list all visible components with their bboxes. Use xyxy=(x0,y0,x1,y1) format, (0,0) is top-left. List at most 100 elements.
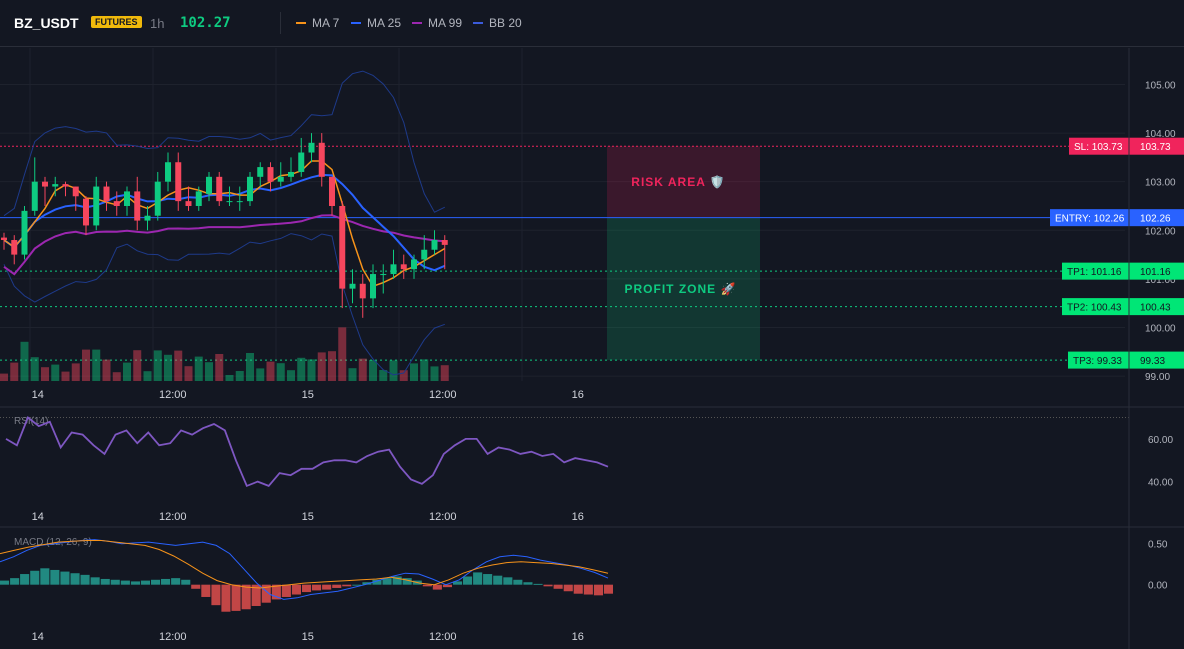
volume-bar xyxy=(328,351,336,381)
legend-ma99[interactable]: MA 99 xyxy=(412,16,462,30)
macd-hist-bar xyxy=(322,584,332,590)
macd-hist-bar xyxy=(553,584,563,589)
macd-hist-bar xyxy=(573,584,583,594)
time-tick: 15 xyxy=(302,631,314,643)
macd-hist-bar xyxy=(181,579,191,585)
time-tick: 15 xyxy=(302,511,314,523)
candle-body xyxy=(31,181,38,211)
candle-body xyxy=(370,274,376,299)
legend-bb20[interactable]: BB 20 xyxy=(473,16,522,30)
volume-bar xyxy=(256,368,265,381)
macd-hist-bar xyxy=(523,582,533,585)
candle-body xyxy=(93,186,100,226)
time-tick: 12:00 xyxy=(159,389,187,401)
candle-body xyxy=(113,201,120,206)
time-axis-macd: 14 12:00 15 12:00 16 xyxy=(32,631,584,643)
tp1-price-tag[interactable]: TP1: 101.16 101.16 xyxy=(1062,262,1184,280)
volume-bar xyxy=(30,357,39,381)
ma25-line xyxy=(3,173,446,272)
tp2-price-tag[interactable]: TP2: 100.43 100.43 xyxy=(1062,298,1184,316)
candle-body xyxy=(52,184,59,187)
candle-body xyxy=(288,171,294,177)
candle-body xyxy=(390,264,397,275)
tp3-price-tag[interactable]: TP3: 99.33 99.33 xyxy=(1068,351,1184,369)
macd-pane[interactable]: MACD (12, 26, 9) 0.50 0.00 xyxy=(0,526,1184,612)
volume-bar xyxy=(338,327,347,381)
time-tick: 14 xyxy=(32,389,44,401)
macd-hist-bar xyxy=(291,584,301,595)
volume-bar xyxy=(440,365,449,381)
symbol-name[interactable]: BZ_USDT xyxy=(14,15,79,31)
volume-bar xyxy=(174,350,183,381)
macd-hist-bar xyxy=(80,574,90,585)
candle-body xyxy=(359,283,366,299)
candle-body xyxy=(400,264,407,270)
profit-zone xyxy=(607,217,760,361)
volume-bar xyxy=(153,350,162,381)
candle-body xyxy=(165,162,171,182)
macd-hist-bar xyxy=(30,570,40,585)
macd-hist-bar xyxy=(120,580,130,585)
tp2-tag-price: 100.43 xyxy=(1140,303,1171,314)
macd-hist-bar xyxy=(90,577,100,585)
candle-body xyxy=(175,162,182,202)
candle-body xyxy=(318,142,325,177)
price-tick: 100.00 xyxy=(1145,324,1176,335)
macd-histogram xyxy=(0,568,613,612)
volume-bar xyxy=(348,368,357,381)
candle-body xyxy=(441,240,448,245)
volume-bar xyxy=(112,372,121,381)
macd-hist-bar xyxy=(442,584,452,588)
volume-bar xyxy=(0,373,8,381)
price-tick: 99.00 xyxy=(1145,372,1170,383)
last-price: 102.27 xyxy=(180,15,231,31)
risk-area-label: RISK AREA 🛡️ xyxy=(631,175,725,189)
macd-hist-bar xyxy=(151,579,161,585)
volume-bar xyxy=(225,375,234,381)
header-divider xyxy=(280,12,281,34)
rsi-pane[interactable]: RSI(14) 60.00 40.00 xyxy=(0,406,1184,489)
volume-bar xyxy=(143,371,152,381)
chart-canvas[interactable]: RISK AREA 🛡️ PROFIT ZONE 🚀 105.00104.001… xyxy=(0,48,1184,649)
legend-ma7[interactable]: MA 7 xyxy=(296,16,339,30)
macd-hist-bar xyxy=(342,584,352,587)
macd-hist-bar xyxy=(10,578,20,585)
candle-body xyxy=(134,191,141,221)
macd-hist-bar xyxy=(171,578,181,585)
macd-hist-bar xyxy=(593,584,603,596)
candle-body xyxy=(185,201,192,206)
volume-bar xyxy=(123,362,131,381)
tp3-tag-text: TP3: 99.33 xyxy=(1073,356,1122,367)
rsi-tick: 60.00 xyxy=(1148,435,1173,446)
macd-hist-bar xyxy=(362,582,372,585)
volume-bar xyxy=(41,367,49,381)
macd-hist-bar xyxy=(271,584,281,600)
macd-hist-bar xyxy=(20,574,30,585)
volume-bar xyxy=(389,360,398,381)
macd-hist-bar xyxy=(100,578,110,585)
sl-price-tag[interactable]: SL: 103.73 103.73 xyxy=(1069,137,1184,155)
candle-body xyxy=(124,191,130,206)
ma25-swatch xyxy=(351,22,361,24)
macd-hist-bar xyxy=(251,584,261,606)
macd-hist-bar xyxy=(583,584,593,595)
bollinger-upper-band xyxy=(3,70,446,217)
timeframe-selector[interactable]: 1h xyxy=(150,16,165,31)
macd-hist-bar xyxy=(40,568,50,585)
bb20-swatch xyxy=(473,22,483,24)
volume-bar xyxy=(369,360,377,381)
macd-hist-bar xyxy=(352,584,362,586)
candle-body xyxy=(236,201,243,203)
tp2-tag-text: TP2: 100.43 xyxy=(1067,303,1122,314)
candle-body xyxy=(62,184,69,187)
entry-price-tag[interactable]: ENTRY: 102.26 102.26 xyxy=(1050,209,1184,227)
candle-body xyxy=(349,283,356,289)
legend-ma25[interactable]: MA 25 xyxy=(351,16,401,30)
candle-body xyxy=(411,259,417,270)
candle-body xyxy=(339,205,346,289)
macd-hist-bar xyxy=(261,584,271,603)
candle-body xyxy=(195,191,202,206)
candle-body xyxy=(257,167,264,177)
macd-hist-bar xyxy=(60,571,70,585)
time-tick: 14 xyxy=(32,631,44,643)
